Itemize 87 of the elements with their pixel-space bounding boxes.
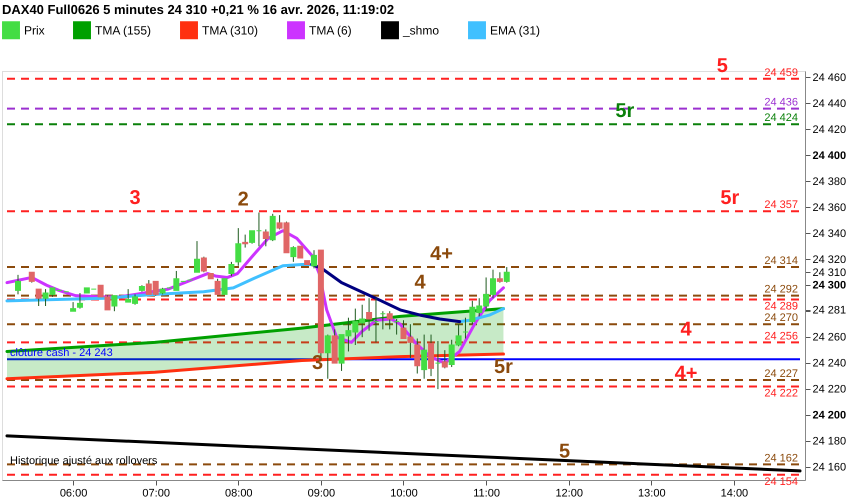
candlestick — [462, 317, 468, 339]
candlestick — [372, 298, 379, 343]
ref-line-label: 24 289 — [764, 300, 798, 313]
candlestick — [111, 295, 118, 312]
x-tick-label: 11:00 — [473, 488, 500, 500]
annotation: 4 — [414, 272, 426, 294]
candlestick — [214, 278, 221, 295]
legend-label: TMA (155) — [95, 23, 152, 38]
legend-label: TMA (6) — [309, 23, 352, 38]
candlestick — [442, 350, 448, 369]
annotation: 5r — [615, 100, 635, 122]
candlestick — [200, 256, 207, 273]
candlestick — [414, 338, 420, 374]
ref-line-label: 24 424 — [764, 112, 798, 124]
candlestick — [28, 272, 35, 284]
candlestick — [434, 340, 441, 390]
candlestick — [380, 310, 386, 330]
legend-label: _shmo — [402, 23, 440, 38]
annotation: 5 — [716, 54, 728, 77]
y-tick-label: 24 310 — [812, 266, 846, 279]
candlestick — [70, 302, 76, 312]
candlestick — [194, 240, 200, 273]
candlestick — [421, 334, 428, 380]
ref-line-label: 24 314 — [764, 255, 798, 268]
ref-line-label: 24 357 — [764, 199, 798, 212]
annotation: 4+ — [674, 362, 698, 385]
candlestick — [290, 246, 296, 262]
y-tick-label: 24 340 — [812, 228, 846, 240]
ref-line-label: 24 222 — [764, 388, 798, 400]
x-tick-label: 09:00 — [308, 488, 336, 500]
candlestick — [386, 310, 393, 330]
annotation: 2 — [238, 188, 249, 211]
y-tick-label: 24 220 — [812, 384, 846, 396]
y-tick-label: 24 180 — [812, 436, 846, 448]
ref-line-label: 24 459 — [764, 66, 798, 79]
legend-label: TMA (310) — [202, 23, 258, 38]
x-tick-label: 14:00 — [720, 488, 748, 500]
y-tick-label: 24 440 — [812, 98, 846, 110]
ref-line-label: 24 270 — [764, 312, 798, 324]
y-tick-label: 24 360 — [812, 202, 846, 214]
candlestick — [394, 318, 400, 336]
annotation: 4 — [680, 318, 692, 340]
candlestick — [311, 250, 318, 269]
y-tick-label: 24 420 — [812, 124, 846, 136]
annotation: 3 — [129, 187, 141, 210]
candlestick — [228, 261, 234, 277]
candlestick — [297, 246, 304, 258]
ref-line-label: 24 162 — [764, 452, 798, 464]
y-tick-label: 24 400 — [812, 150, 846, 162]
ref-line-label: 24 227 — [764, 368, 798, 380]
y-tick-label: 24 160 — [812, 462, 846, 474]
ref-line-label: 24 292 — [764, 284, 798, 296]
candlestick — [36, 288, 42, 307]
legend-label: EMA (31) — [490, 23, 540, 38]
x-tick-label: 08:00 — [225, 488, 253, 500]
y-tick-label: 24 320 — [812, 254, 846, 266]
candlestick — [242, 234, 248, 248]
candlestick — [496, 272, 503, 284]
annotation: 5r — [494, 356, 514, 378]
ref-line-label: 24 154 — [764, 476, 798, 488]
y-tick-label: 24 240 — [812, 358, 846, 370]
candlestick — [222, 278, 228, 295]
candlestick — [324, 334, 331, 380]
x-tick-label: 06:00 — [60, 488, 88, 500]
y-tick-label: 24 281 — [812, 304, 846, 316]
legend-label: Prix — [24, 23, 45, 38]
candlestick — [504, 266, 510, 284]
y-tick-label: 24 380 — [812, 176, 846, 188]
candlestick — [366, 298, 372, 332]
y-tick-label: 24 460 — [812, 72, 846, 84]
y-tick-label: 24 260 — [812, 332, 846, 344]
annotation: 5r — [720, 187, 740, 210]
x-tick-label: 07:00 — [142, 488, 170, 500]
x-tick-label: 10:00 — [390, 488, 418, 500]
candlestick — [270, 213, 276, 242]
ref-line-label: 24 436 — [764, 96, 798, 109]
y-tick-label: 24 300 — [812, 280, 846, 292]
candlestick — [76, 292, 83, 310]
x-tick-label: 13:00 — [638, 488, 666, 500]
chart-title: DAX40 Full0626 5 minutes 24 310 +0,21 % 16 avr. 2026, 11:19:02 — [2, 2, 394, 17]
y-tick-label: 24 200 — [812, 410, 846, 422]
annotation: 5 — [559, 440, 570, 462]
candlestick — [262, 228, 269, 247]
x-tick-label: 12:00 — [555, 488, 583, 500]
candlestick — [235, 228, 242, 266]
ref-line-label: 24 256 — [764, 330, 798, 342]
annotation: 4+ — [430, 243, 453, 266]
